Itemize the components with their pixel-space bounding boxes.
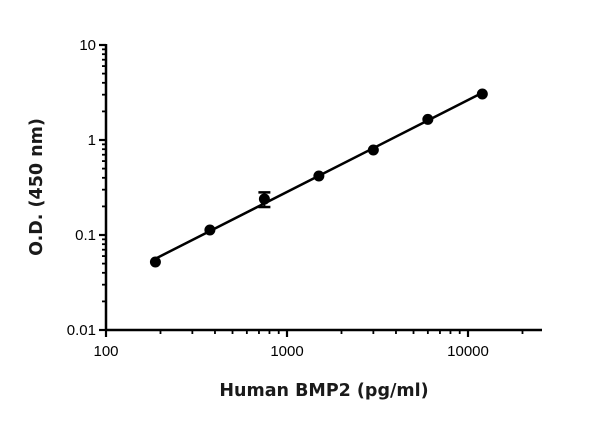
data-points <box>149 88 488 268</box>
x-axis-title: Human BMP2 (pg/ml) <box>219 381 428 401</box>
data-point <box>204 224 216 236</box>
y-tick-label: 0.1 <box>75 227 96 244</box>
data-point <box>313 170 325 182</box>
y-tick-label: 1 <box>88 132 96 149</box>
y-tick-label: 0.01 <box>67 322 96 339</box>
y-axis: 0.01 0.1 1 10 <box>67 37 108 339</box>
x-tick-label: 100 <box>93 343 118 360</box>
data-point <box>258 193 270 205</box>
x-tick-label: 10000 <box>447 343 489 360</box>
y-axis-title: O.D. (450 nm) <box>27 118 47 256</box>
data-point <box>422 113 434 125</box>
data-point <box>476 88 488 100</box>
x-tick-label: 1000 <box>270 343 303 360</box>
x-axis: 100 1000 10000 <box>93 328 542 360</box>
data-point <box>149 256 161 268</box>
data-point <box>367 144 379 156</box>
y-tick-label: 10 <box>79 37 96 54</box>
